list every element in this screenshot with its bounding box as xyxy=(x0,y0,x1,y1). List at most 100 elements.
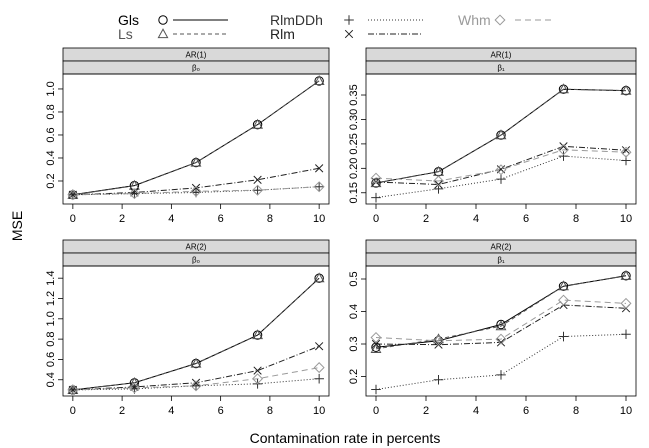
point-rlmddh xyxy=(496,174,506,184)
point-rlm xyxy=(371,177,381,187)
y-tick-label: 1.0 xyxy=(45,311,57,326)
point-whm xyxy=(313,181,325,193)
series-line-whm xyxy=(375,149,627,182)
point-whm xyxy=(190,380,202,392)
x-tick-label: 10 xyxy=(313,213,325,225)
y-tick-label: 0.20 xyxy=(348,158,360,179)
point-rlm xyxy=(434,340,443,349)
x-tick-label: 4 xyxy=(473,405,479,417)
point-ls xyxy=(433,165,444,176)
point-rlmddh xyxy=(371,192,381,203)
y-tick-label: 0.3 xyxy=(348,336,360,351)
point-ls xyxy=(313,75,325,86)
x-tick-label: 6 xyxy=(218,405,224,417)
series-line-whm xyxy=(375,299,627,342)
series-line-ls xyxy=(72,80,320,196)
point-ls xyxy=(495,320,507,331)
point-whm xyxy=(128,188,140,200)
y-tick-label: 0.8 xyxy=(45,331,57,346)
strip-param-label: β₁ xyxy=(497,256,505,265)
y-tick-label: 0.8 xyxy=(45,104,57,119)
point-whm xyxy=(432,175,445,187)
series-line-ls xyxy=(375,88,627,184)
legend-marker-whm xyxy=(494,14,506,26)
y-tick-label: 0.4 xyxy=(45,150,57,165)
x-axis-title: Contamination rate in percents xyxy=(250,430,441,446)
point-rlm xyxy=(559,142,568,151)
y-tick-label: 1.2 xyxy=(45,291,57,306)
plot-area xyxy=(365,73,637,205)
y-tick-label: 0.5 xyxy=(348,271,360,286)
y-tick-label: 0.30 xyxy=(348,109,360,130)
point-rlm xyxy=(621,146,631,155)
panel-3: AR(2) β₀ 0 2 4 6 8 10 0.4 0.6 0.8 1.0 1.2 1.4 xyxy=(45,239,330,417)
point-ls xyxy=(558,280,569,291)
x-tick-label: 2 xyxy=(119,213,125,225)
point-rlm xyxy=(496,338,506,347)
point-rlm xyxy=(191,183,201,193)
y-tick-label: 1.4 xyxy=(45,271,57,286)
point-rlm xyxy=(371,339,381,349)
point-rlmddh xyxy=(621,329,631,340)
point-rlm xyxy=(253,366,262,375)
plot-area xyxy=(62,73,330,205)
point-ls xyxy=(190,357,202,368)
point-whm xyxy=(190,185,202,197)
y-tick-label: 0.2 xyxy=(348,369,360,384)
y-tick-label: 0.4 xyxy=(45,372,57,387)
point-ls xyxy=(370,177,382,188)
point-whm xyxy=(432,335,445,347)
point-ls xyxy=(313,272,325,283)
legend-label-whm: Whm xyxy=(458,12,491,28)
point-ls xyxy=(190,156,202,167)
legend-marker-gls xyxy=(158,15,168,25)
point-rlm xyxy=(314,164,324,173)
x-tick-label: 0 xyxy=(70,405,76,417)
point-whm xyxy=(620,146,632,158)
legend-label-rlm: Rlm xyxy=(270,26,295,42)
strip-model-label: AR(1) xyxy=(186,51,207,60)
point-ls xyxy=(495,129,507,140)
point-whm xyxy=(252,373,264,385)
chart-panels: AR(1) β₀ 0 2 4 6 8 10 0.2 0.4 0.6 0.8 1.0 AR(1) β₁ 0 2 4 6… xyxy=(45,47,637,417)
x-tick-label: 2 xyxy=(423,405,429,417)
point-whm xyxy=(313,362,325,374)
legend-label-gls: Gls xyxy=(118,12,139,28)
point-rlmddh xyxy=(314,373,324,384)
point-rlmddh xyxy=(558,151,569,161)
point-whm xyxy=(495,164,507,176)
x-tick-label: 4 xyxy=(168,405,174,417)
point-whm xyxy=(67,189,79,201)
point-rlmddh xyxy=(314,181,324,192)
x-tick-label: 6 xyxy=(218,213,224,225)
series-line-gls xyxy=(72,80,320,196)
point-whm xyxy=(128,382,140,394)
point-rlmddh xyxy=(433,374,444,385)
y-tick-label: 0.25 xyxy=(348,133,360,154)
point-whm xyxy=(495,333,507,345)
y-tick-label: 0.6 xyxy=(45,127,57,142)
point-rlmddh xyxy=(558,331,569,342)
point-rlm xyxy=(191,378,201,387)
point-whm xyxy=(370,331,382,344)
point-whm xyxy=(620,297,632,309)
legend-marker-ls xyxy=(157,28,169,39)
point-rlm xyxy=(130,382,139,392)
x-tick-label: 4 xyxy=(473,213,479,225)
strip-model-label: AR(2) xyxy=(186,243,207,252)
y-tick-label: 0.2 xyxy=(45,173,57,188)
point-rlmddh xyxy=(496,370,506,380)
x-tick-label: 6 xyxy=(523,405,529,417)
series-line-gls xyxy=(375,275,627,348)
y-axis-title: MSE xyxy=(9,211,25,241)
x-tick-label: 6 xyxy=(523,213,529,225)
point-whm xyxy=(252,184,264,196)
y-tick-label: 0.6 xyxy=(45,352,57,367)
point-rlm xyxy=(253,175,262,184)
x-tick-label: 8 xyxy=(573,213,579,225)
point-rlmddh xyxy=(371,384,381,395)
y-tick-label: 0.4 xyxy=(348,304,360,319)
x-tick-label: 10 xyxy=(620,213,632,225)
x-tick-label: 10 xyxy=(313,405,325,417)
